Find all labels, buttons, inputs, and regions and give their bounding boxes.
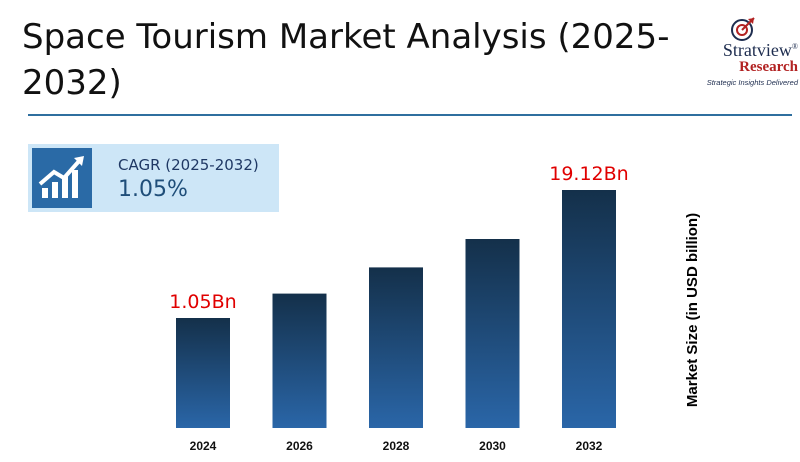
y-axis-label: Market Size (in USD billion) bbox=[684, 212, 701, 408]
bar-2024 bbox=[176, 318, 230, 428]
bar-2026 bbox=[272, 293, 327, 428]
page-title: Space Tourism Market Analysis (2025-2032… bbox=[22, 17, 670, 103]
x-tick-label: 2024 bbox=[190, 439, 217, 453]
x-tick-label: 2032 bbox=[576, 439, 603, 453]
data-label: 1.05Bn bbox=[169, 291, 236, 313]
logo-tagline: Strategic Insights Delivered bbox=[706, 78, 798, 87]
data-label: 19.12Bn bbox=[549, 163, 628, 185]
x-tick-label: 2030 bbox=[479, 439, 506, 453]
title-divider bbox=[28, 114, 792, 116]
target-icon bbox=[731, 17, 755, 41]
cagr-box: CAGR (2025-2032) 1.05% bbox=[28, 144, 279, 212]
growth-chart-icon bbox=[32, 148, 92, 208]
cagr-value: 1.05% bbox=[118, 177, 188, 202]
logo-research: Research bbox=[739, 59, 798, 75]
bar-2028 bbox=[369, 267, 423, 428]
x-tick-label: 2028 bbox=[383, 439, 410, 453]
cagr-label: CAGR (2025-2032) bbox=[118, 156, 259, 174]
bar-2032 bbox=[562, 190, 616, 428]
x-tick-label: 2026 bbox=[286, 439, 313, 453]
stratview-logo: Stratview® Research Strategic Insights D… bbox=[684, 16, 798, 87]
logo-name: Stratview® bbox=[722, 40, 798, 60]
bar-2030 bbox=[465, 239, 520, 428]
